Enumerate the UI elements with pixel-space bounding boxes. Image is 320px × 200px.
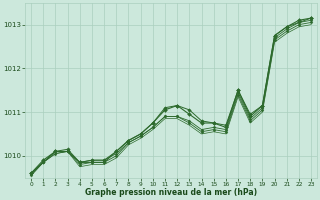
X-axis label: Graphe pression niveau de la mer (hPa): Graphe pression niveau de la mer (hPa): [85, 188, 257, 197]
